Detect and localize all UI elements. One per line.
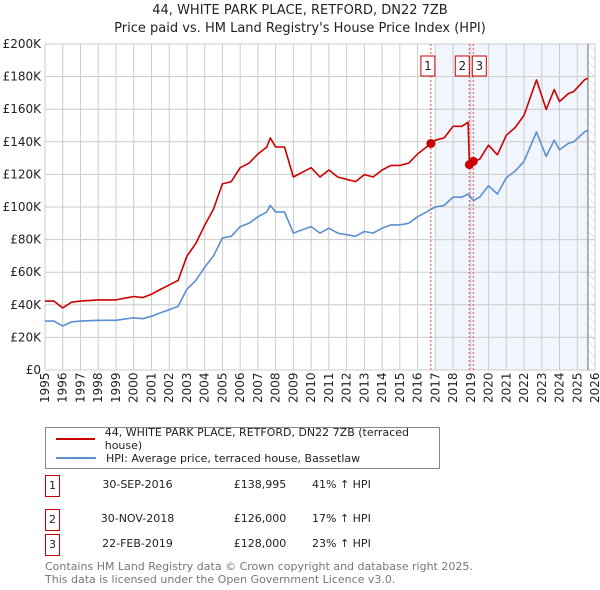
legend-swatch-red — [56, 438, 95, 440]
property-price-line — [45, 77, 589, 309]
sale-hpi: 17% ↑ HPI — [312, 512, 371, 525]
x-tick-label: 2004 — [198, 372, 212, 403]
chart-title: 44, WHITE PARK PLACE, RETFORD, DN22 7ZB — [152, 3, 447, 18]
x-tick-label: 2023 — [535, 372, 549, 403]
sale-box-label: 3 — [475, 59, 483, 73]
y-tick-label: £200K — [3, 37, 43, 51]
sale-price: £126,000 — [233, 512, 287, 525]
x-tick-label: 2002 — [162, 372, 176, 403]
sale-box-label: 2 — [458, 59, 466, 73]
sale-label-box: 2 — [454, 55, 470, 77]
legend-label: 44, WHITE PARK PLACE, RETFORD, DN22 7ZB … — [104, 426, 409, 452]
sale-date: 22-FEB-2019 — [102, 537, 173, 550]
legend-item-property: 44, WHITE PARK PLACE, RETFORD, DN22 7ZB … — [56, 426, 439, 452]
x-tick-label: 1996 — [56, 372, 70, 403]
x-tick-label: 2007 — [251, 372, 265, 403]
footer: Contains HM Land Registry data © Crown c… — [45, 560, 473, 586]
legend-item-hpi: HPI: Average price, terraced house, Bass… — [56, 450, 360, 466]
y-tick-label: £20K — [10, 330, 42, 344]
x-tick-label: 2016 — [411, 372, 425, 403]
x-tick-label: 1995 — [38, 372, 52, 403]
x-tick-label: 2005 — [215, 372, 229, 403]
y-tick-label: £100K — [3, 200, 43, 214]
sale-point — [468, 156, 478, 166]
y-tick-label: £140K — [3, 135, 43, 149]
x-tick-label: 2021 — [499, 372, 513, 403]
y-tick-label: £0 — [26, 363, 41, 377]
y-tick-label: £120K — [3, 167, 43, 181]
sale-box — [420, 55, 436, 77]
footer-line: This data is licensed under the Open Gov… — [45, 573, 396, 586]
y-tick-label: £160K — [3, 102, 43, 116]
sale-label-box: 1 — [420, 55, 436, 77]
sale-label-box: 3 — [471, 55, 487, 77]
sale-box — [471, 55, 487, 77]
legend-swatch-blue — [56, 457, 96, 459]
x-tick-label: 1998 — [91, 372, 105, 403]
y-tick-label: £40K — [10, 298, 42, 312]
sale-row: 3 22-FEB-2019 £128,000 23% ↑ HPI — [45, 534, 465, 556]
y-tick-label: £60K — [10, 265, 42, 279]
x-tick-label: 2011 — [322, 372, 336, 403]
sale-price: £128,000 — [233, 537, 287, 550]
sale-marker: 2 — [45, 509, 60, 531]
sale-box-label: 1 — [424, 59, 432, 73]
price-chart: 44, WHITE PARK PLACE, RETFORD, DN22 7ZB … — [3, 3, 600, 403]
x-tick-label: 2010 — [304, 372, 318, 403]
x-tick-label: 2008 — [269, 372, 283, 403]
sale-row: 2 30-NOV-2018 £126,000 17% ↑ HPI — [45, 509, 465, 531]
sale-price: £138,995 — [233, 478, 287, 491]
sale-hpi: 23% ↑ HPI — [312, 537, 371, 550]
x-tick-label: 2019 — [464, 372, 478, 403]
hpi-line — [45, 129, 589, 327]
x-tick-label: 1999 — [109, 372, 123, 403]
x-tick-label: 1997 — [73, 372, 87, 403]
footer-line: Contains HM Land Registry data © Crown c… — [45, 560, 473, 573]
x-tick-label: 2017 — [428, 372, 442, 403]
x-tick-label: 2012 — [340, 372, 354, 403]
sale-row: 1 30-SEP-2016 £138,995 41% ↑ HPI — [45, 475, 465, 497]
x-tick-label: 2001 — [144, 372, 158, 403]
x-tick-label: 2018 — [446, 372, 460, 403]
legend-label: HPI: Average price, terraced house, Bass… — [106, 451, 361, 465]
y-tick-label: £180K — [3, 70, 43, 84]
legend: 44, WHITE PARK PLACE, RETFORD, DN22 7ZB … — [45, 426, 440, 469]
x-tick-label: 2022 — [517, 372, 531, 403]
x-tick-label: 2024 — [553, 372, 567, 403]
sale-hpi: 41% ↑ HPI — [312, 478, 371, 491]
x-tick-label: 2006 — [233, 372, 247, 403]
x-tick-label: 2014 — [375, 372, 389, 403]
x-tick-label: 2009 — [286, 372, 300, 403]
sale-marker: 3 — [45, 534, 60, 556]
x-tick-label: 2020 — [482, 372, 496, 403]
chart-subtitle: Price paid vs. HM Land Registry's House … — [114, 21, 486, 36]
sale-marker: 1 — [45, 475, 60, 497]
sale-box — [454, 55, 470, 77]
x-tick-label: 2013 — [357, 372, 371, 403]
sale-date: 30-NOV-2018 — [100, 512, 175, 525]
x-tick-label: 2015 — [393, 372, 407, 403]
x-tick-label: 2025 — [570, 372, 584, 403]
x-tick-label: 2003 — [180, 372, 194, 403]
sale-point — [426, 138, 436, 148]
y-tick-label: £80K — [10, 233, 42, 247]
sale-date: 30-SEP-2016 — [102, 478, 173, 491]
x-tick-label: 2026 — [588, 372, 600, 403]
x-tick-label: 2000 — [127, 372, 141, 403]
